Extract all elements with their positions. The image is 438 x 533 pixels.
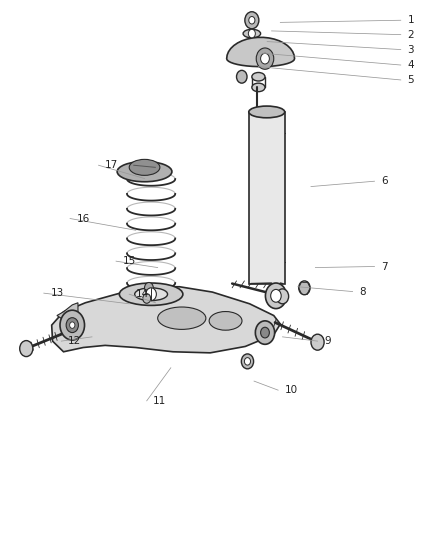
Circle shape bbox=[245, 12, 259, 29]
Ellipse shape bbox=[158, 307, 206, 329]
Text: 2: 2 bbox=[407, 30, 414, 39]
Circle shape bbox=[271, 289, 281, 302]
Ellipse shape bbox=[249, 106, 285, 118]
Circle shape bbox=[256, 48, 274, 69]
Ellipse shape bbox=[252, 83, 265, 92]
Circle shape bbox=[249, 17, 255, 24]
Text: 9: 9 bbox=[324, 336, 331, 346]
Text: 1: 1 bbox=[407, 15, 414, 25]
Circle shape bbox=[145, 282, 153, 293]
Circle shape bbox=[299, 281, 310, 295]
Text: 16: 16 bbox=[77, 214, 90, 223]
Circle shape bbox=[248, 29, 255, 38]
Circle shape bbox=[60, 310, 85, 340]
Text: 13: 13 bbox=[50, 288, 64, 298]
Circle shape bbox=[255, 321, 275, 344]
Text: 10: 10 bbox=[285, 385, 298, 395]
Ellipse shape bbox=[117, 161, 172, 182]
Circle shape bbox=[311, 334, 324, 350]
Circle shape bbox=[66, 318, 78, 333]
Circle shape bbox=[146, 288, 156, 301]
Polygon shape bbox=[227, 37, 294, 67]
Polygon shape bbox=[57, 303, 78, 320]
Text: 11: 11 bbox=[153, 396, 166, 406]
Circle shape bbox=[70, 322, 75, 328]
Text: 8: 8 bbox=[359, 287, 366, 296]
Circle shape bbox=[265, 283, 286, 309]
Circle shape bbox=[261, 327, 269, 338]
Ellipse shape bbox=[134, 288, 167, 301]
Ellipse shape bbox=[119, 283, 183, 305]
Text: 17: 17 bbox=[105, 160, 118, 170]
Text: 5: 5 bbox=[407, 75, 414, 85]
Bar bbox=[249, 112, 285, 284]
Text: 15: 15 bbox=[123, 256, 136, 266]
Text: 14: 14 bbox=[136, 289, 149, 299]
Polygon shape bbox=[52, 287, 280, 353]
Text: 12: 12 bbox=[68, 336, 81, 346]
Circle shape bbox=[237, 70, 247, 83]
Circle shape bbox=[276, 289, 289, 304]
Ellipse shape bbox=[252, 72, 265, 81]
Ellipse shape bbox=[129, 159, 160, 175]
Text: 3: 3 bbox=[407, 45, 414, 54]
Circle shape bbox=[244, 358, 251, 365]
Circle shape bbox=[261, 53, 269, 64]
Text: 6: 6 bbox=[381, 176, 388, 186]
Text: 7: 7 bbox=[381, 262, 388, 271]
Ellipse shape bbox=[243, 29, 261, 38]
Text: 4: 4 bbox=[407, 60, 414, 70]
Ellipse shape bbox=[209, 311, 242, 330]
Circle shape bbox=[20, 341, 33, 357]
Circle shape bbox=[241, 354, 254, 369]
Circle shape bbox=[143, 294, 151, 303]
